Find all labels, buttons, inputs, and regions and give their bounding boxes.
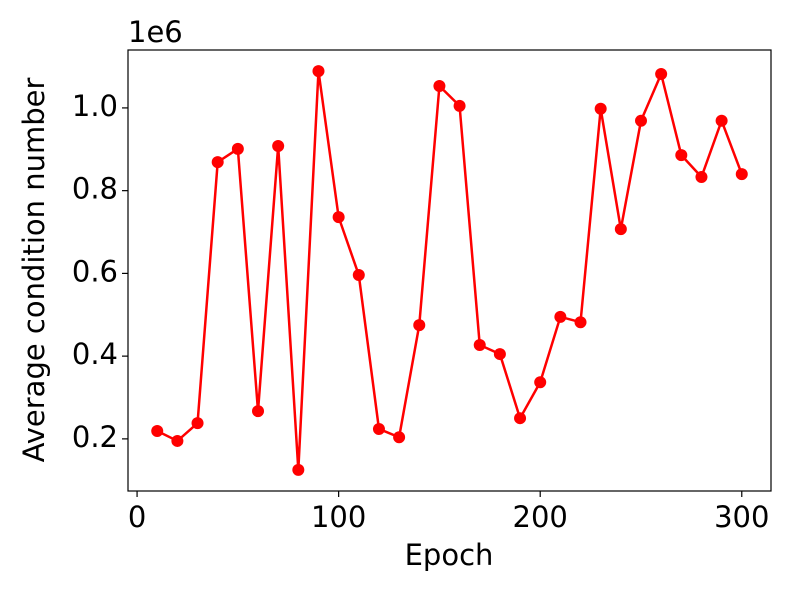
point bbox=[332, 211, 345, 224]
x-tick-label: 200 bbox=[513, 500, 568, 534]
point bbox=[252, 405, 265, 418]
x-tick-label: 0 bbox=[128, 500, 146, 534]
point bbox=[634, 114, 647, 127]
point bbox=[534, 376, 547, 389]
point bbox=[171, 434, 184, 447]
point bbox=[554, 310, 567, 323]
point bbox=[574, 316, 587, 329]
point bbox=[715, 114, 728, 127]
x-tick-label: 300 bbox=[714, 500, 769, 534]
y-tick-label: 0.4 bbox=[72, 337, 118, 371]
point bbox=[393, 431, 406, 444]
point bbox=[655, 67, 668, 80]
x-axis-label: Epoch bbox=[405, 538, 494, 572]
point bbox=[514, 412, 527, 425]
point bbox=[372, 422, 385, 435]
point bbox=[352, 269, 365, 282]
series-line bbox=[156, 70, 743, 470]
y-tick-label: 0.8 bbox=[72, 172, 118, 206]
point bbox=[675, 149, 688, 162]
point bbox=[151, 425, 164, 438]
x-tick-label: 100 bbox=[311, 500, 366, 534]
point bbox=[493, 348, 506, 361]
point bbox=[231, 142, 244, 155]
point bbox=[473, 338, 486, 351]
point bbox=[413, 319, 426, 332]
point bbox=[695, 171, 708, 184]
plot-frame bbox=[127, 49, 772, 492]
point bbox=[453, 99, 466, 112]
y-axis-label: Average condition number bbox=[17, 78, 51, 463]
point bbox=[614, 223, 627, 236]
point bbox=[292, 463, 305, 476]
point bbox=[735, 168, 748, 181]
point bbox=[191, 417, 204, 430]
y-offset-label: 1e6 bbox=[128, 15, 183, 49]
point bbox=[312, 65, 325, 78]
point bbox=[211, 156, 224, 169]
point bbox=[272, 139, 285, 152]
point bbox=[594, 102, 607, 115]
y-tick-label: 1.0 bbox=[72, 89, 118, 123]
y-tick-label: 0.2 bbox=[72, 420, 118, 454]
point bbox=[433, 79, 446, 92]
y-tick-label: 0.6 bbox=[72, 254, 118, 288]
